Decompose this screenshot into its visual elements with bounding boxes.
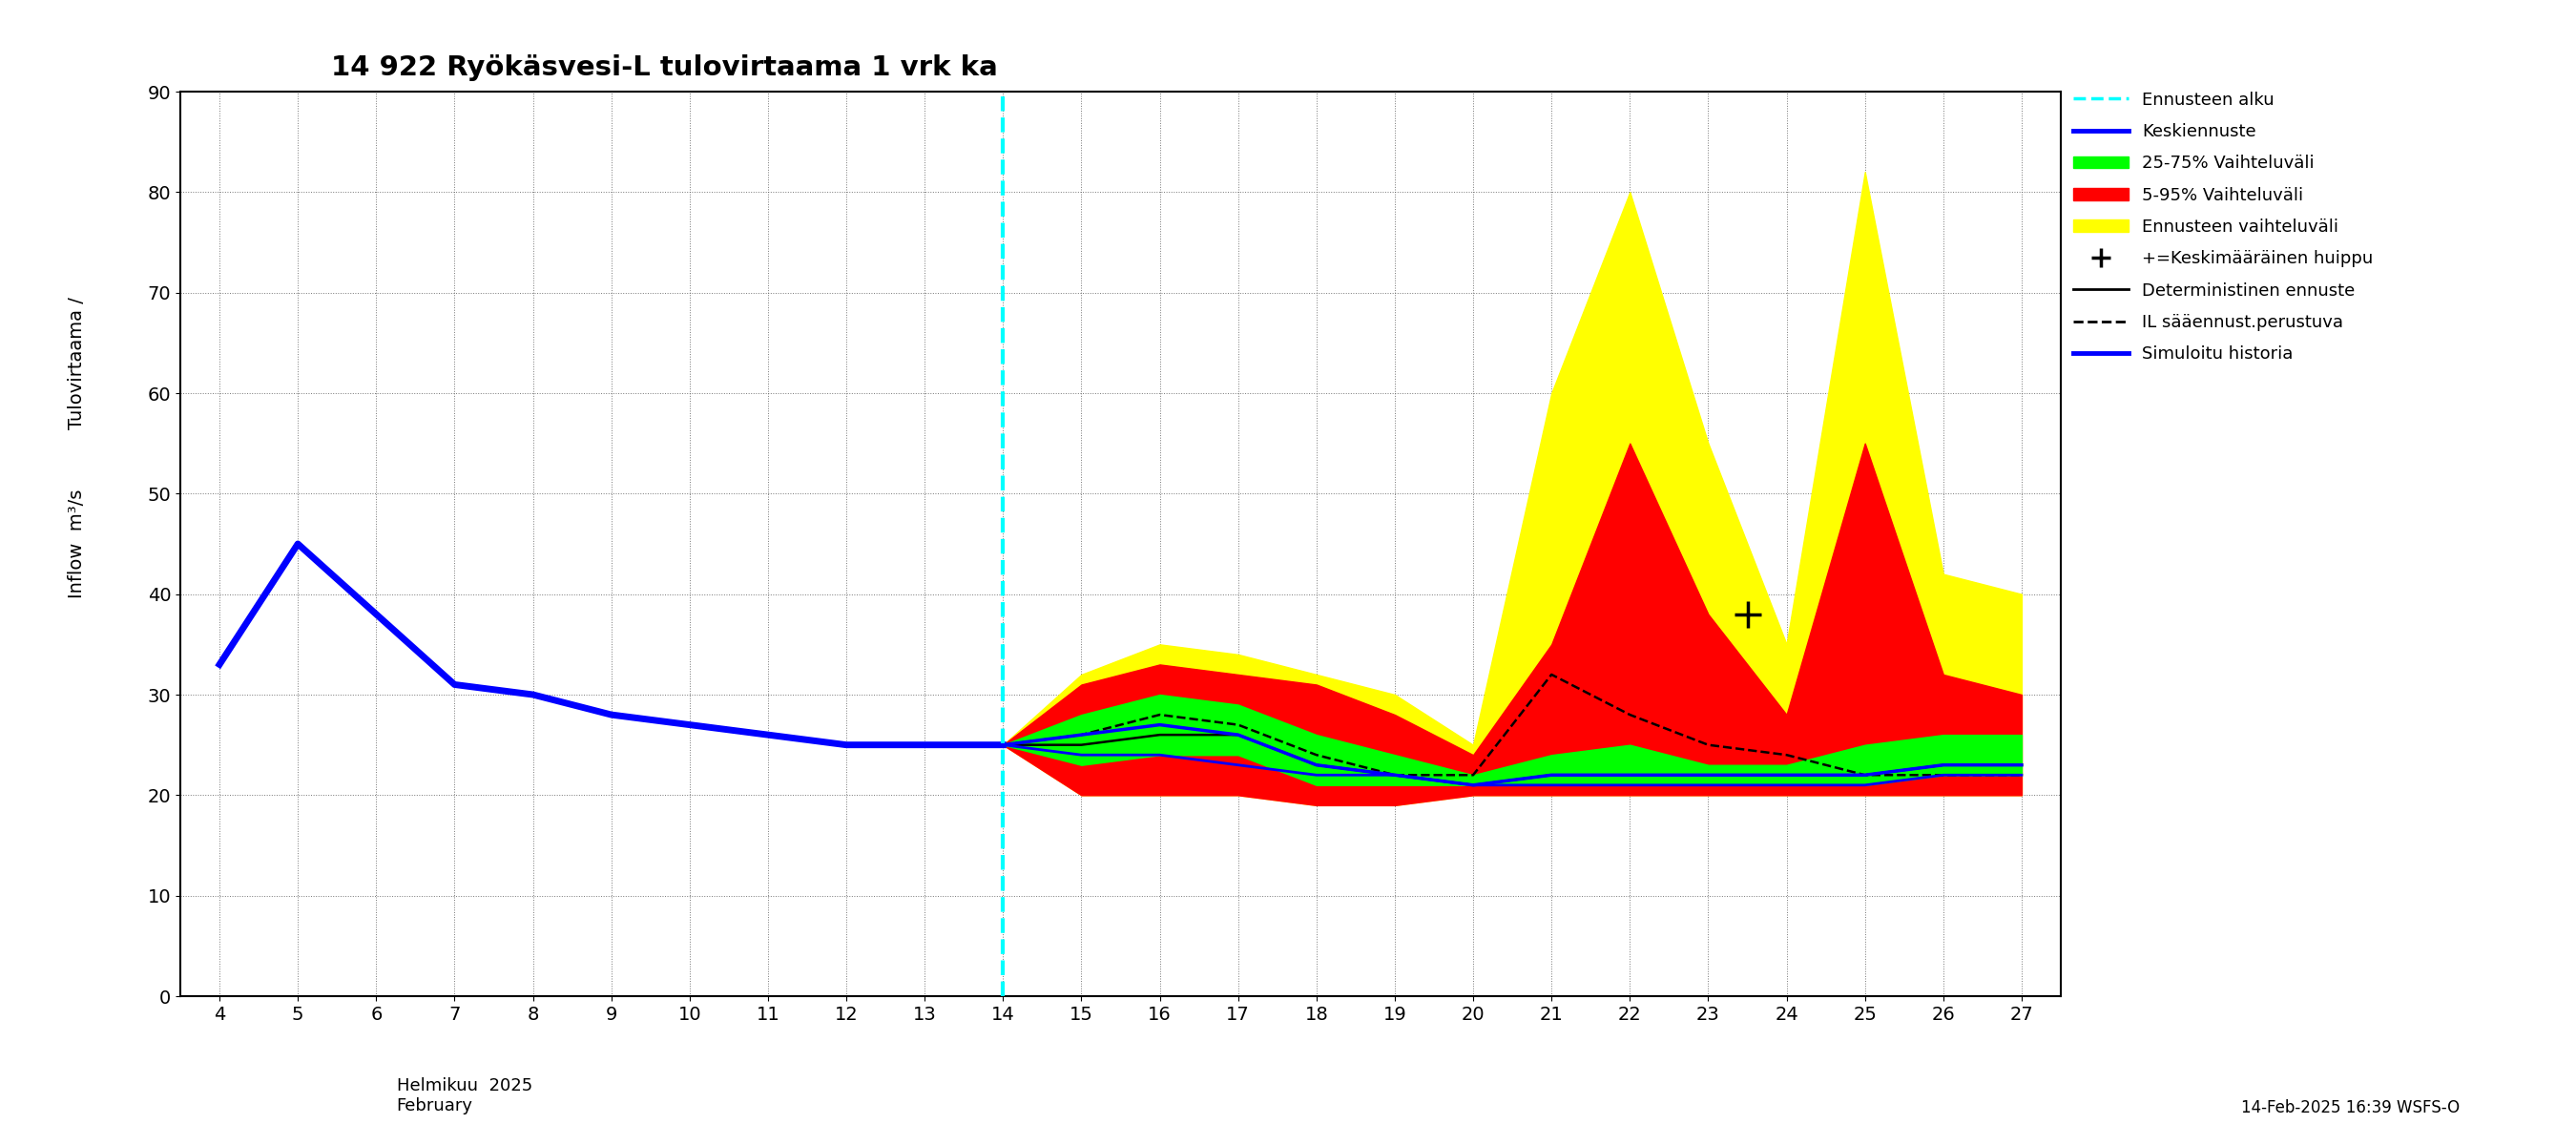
Text: Helmikuu  2025
February: Helmikuu 2025 February <box>397 1077 533 1114</box>
Text: 14-Feb-2025 16:39 WSFS-O: 14-Feb-2025 16:39 WSFS-O <box>2241 1099 2460 1116</box>
Text: Inflow  m³/s: Inflow m³/s <box>67 489 85 599</box>
Text: Tulovirtaama /: Tulovirtaama / <box>67 297 85 429</box>
Text: 14 922 Ryökäsvesi-L tulovirtaama 1 vrk ka: 14 922 Ryökäsvesi-L tulovirtaama 1 vrk k… <box>330 55 997 81</box>
Legend: Ennusteen alku, Keskiennuste, 25-75% Vaihteluväli, 5-95% Vaihteluväli, Ennusteen: Ennusteen alku, Keskiennuste, 25-75% Vai… <box>2074 92 2372 363</box>
